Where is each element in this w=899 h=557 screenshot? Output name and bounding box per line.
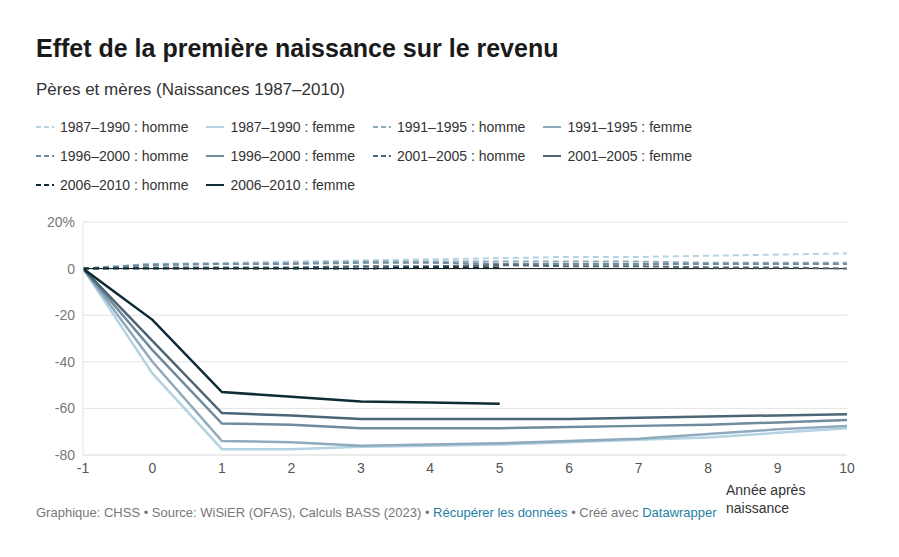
svg-text:9: 9 — [774, 460, 782, 476]
html-text:1987–1990 : homme: 1987–1990 : homme — [60, 119, 189, 135]
html-text:1991–1995 : homme: 1991–1995 : homme — [397, 119, 526, 135]
svg-text:-40: -40 — [55, 354, 75, 370]
svg-text:2: 2 — [287, 460, 295, 476]
svg-text:3: 3 — [357, 460, 365, 476]
html-text:2001–2005 : femme: 2001–2005 : femme — [567, 148, 692, 164]
svg-text:-20: -20 — [55, 307, 75, 323]
html-text:1996–2000 : femme: 1996–2000 : femme — [230, 148, 355, 164]
svg-text:7: 7 — [635, 460, 643, 476]
svg-text:4: 4 — [426, 460, 434, 476]
html-text:2006–2010 : femme: 2006–2010 : femme — [230, 177, 355, 193]
html-text:1991–1995 : femme: 1991–1995 : femme — [567, 119, 692, 135]
html-text:1996–2000 : homme: 1996–2000 : homme — [60, 148, 189, 164]
svg-text:0: 0 — [67, 261, 75, 277]
html-text:Graphique: CHSS • Source: WiSi: Graphique: CHSS • Source: WiSiER (OFAS),… — [36, 505, 717, 520]
html-text:Pères et mères (Naissances 198: Pères et mères (Naissances 1987–2010) — [36, 80, 345, 99]
html-text:Année après naissance: Année après naissance — [726, 482, 806, 516]
svg-text:10: 10 — [839, 460, 855, 476]
svg-text:6: 6 — [565, 460, 573, 476]
svg-text:5: 5 — [496, 460, 504, 476]
svg-text:20%: 20% — [47, 214, 75, 230]
svg-text:-80: -80 — [55, 447, 75, 463]
svg-text:0: 0 — [149, 460, 157, 476]
svg-text:8: 8 — [704, 460, 712, 476]
svg-text:1: 1 — [218, 460, 226, 476]
html-text:1987–1990 : femme: 1987–1990 : femme — [230, 119, 355, 135]
html-text:2001–2005 : homme: 2001–2005 : homme — [397, 148, 526, 164]
svg-text:-1: -1 — [77, 460, 90, 476]
html-text:2006–2010 : homme: 2006–2010 : homme — [60, 177, 189, 193]
html-text:Effet de la première naissance: Effet de la première naissance sur le re… — [36, 34, 559, 62]
svg-text:-60: -60 — [55, 400, 75, 416]
